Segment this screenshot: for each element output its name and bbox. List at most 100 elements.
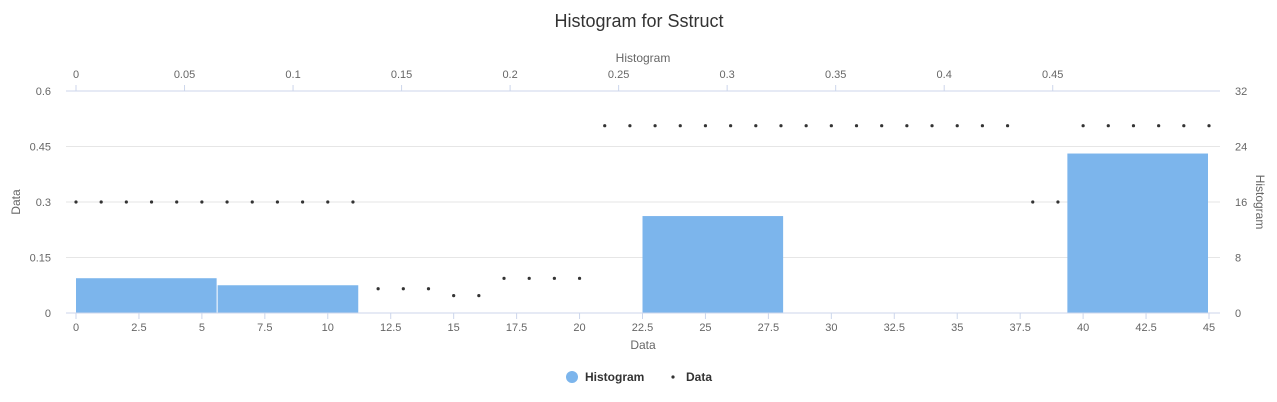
bottom-x-tick-label: 7.5 (257, 322, 272, 334)
data-point[interactable] (905, 124, 909, 128)
data-point[interactable] (603, 124, 607, 128)
left-y-tick-label: 0 (45, 308, 51, 320)
top-x-tick-label: 0.4 (937, 69, 952, 81)
left-y-tick-label: 0.15 (30, 253, 51, 265)
bottom-x-tick-label: 37.5 (1009, 322, 1030, 334)
data-point[interactable] (1157, 124, 1161, 128)
data-point[interactable] (200, 200, 204, 204)
top-x-tick-label: 0.15 (391, 69, 412, 81)
top-x-tick-label: 0.05 (174, 69, 195, 81)
top-x-tick-label: 0.2 (502, 69, 517, 81)
data-point[interactable] (250, 200, 254, 204)
top-x-tick-label: 0.35 (825, 69, 846, 81)
data-point[interactable] (452, 294, 456, 298)
data-point[interactable] (1081, 124, 1085, 128)
data-point[interactable] (779, 124, 783, 128)
legend: Histogram Data (566, 370, 712, 384)
data-point[interactable] (351, 200, 355, 204)
data-point[interactable] (326, 200, 330, 204)
data-point[interactable] (628, 124, 632, 128)
top-x-tick-label: 0 (73, 69, 79, 81)
data-point[interactable] (426, 287, 431, 291)
data-point[interactable] (401, 287, 405, 291)
right-y-axis-title: Histogram (1253, 175, 1267, 230)
data-point[interactable] (99, 200, 103, 204)
bottom-x-tick-label: 20 (573, 322, 585, 334)
data-point[interactable] (376, 287, 380, 291)
bottom-x-tick-label: 15 (448, 322, 460, 334)
histogram-bars (76, 153, 1208, 313)
bottom-x-axis-title: Data (630, 338, 656, 352)
right-y-tick-label: 8 (1235, 253, 1241, 265)
data-point[interactable] (1182, 124, 1186, 128)
data-points (74, 124, 1211, 298)
data-point[interactable] (552, 276, 556, 280)
data-point[interactable] (678, 124, 682, 128)
left-y-tick-label: 0.45 (30, 142, 51, 154)
data-point[interactable] (1207, 124, 1211, 128)
data-point[interactable] (804, 124, 808, 128)
top-x-tick-label: 0.45 (1042, 69, 1063, 81)
data-point[interactable] (1031, 200, 1035, 204)
data-point[interactable] (1005, 124, 1010, 128)
data-point[interactable] (527, 276, 531, 280)
data-point[interactable] (1106, 124, 1110, 128)
data-point[interactable] (149, 200, 154, 204)
right-y-tick-label: 16 (1235, 197, 1247, 209)
data-point[interactable] (703, 124, 708, 128)
data-point[interactable] (854, 124, 859, 128)
bottom-x-tick-label: 5 (199, 322, 205, 334)
legend-histogram-label: Histogram (585, 370, 644, 384)
bottom-x-ticks: 0 2.5 5 7.5 10 12.5 15 17.5 20 22.5 25 27.5 30 32.5 35… (73, 313, 1215, 334)
top-x-axis-title: Histogram (616, 51, 671, 65)
data-point[interactable] (225, 200, 229, 204)
data-point[interactable] (1131, 124, 1136, 128)
top-x-ticks: 0 0.05 0.1 0.15 0.2 0.25 0.3 0.35 0.4 0.45 (73, 69, 1063, 91)
data-point[interactable] (275, 200, 280, 204)
histogram-bar[interactable] (642, 216, 784, 313)
data-point[interactable] (955, 124, 959, 128)
axes: 0 2.5 5 7.5 10 12.5 15 17.5 20 22.5 25 27.5 30 32.5 35… (30, 69, 1248, 334)
data-point[interactable] (930, 124, 934, 128)
bottom-x-tick-label: 42.5 (1135, 322, 1156, 334)
bottom-x-tick-label: 22.5 (632, 322, 653, 334)
legend-item-histogram[interactable]: Histogram (566, 370, 644, 384)
legend-item-data[interactable]: Data (671, 370, 712, 384)
top-x-tick-label: 0.3 (720, 69, 735, 81)
legend-data-marker (671, 375, 675, 379)
data-point[interactable] (980, 124, 985, 128)
right-y-tick-label: 0 (1235, 308, 1241, 320)
left-y-ticks: 0 0.15 0.3 0.45 0.6 (30, 86, 51, 320)
data-point[interactable] (502, 276, 506, 280)
left-y-axis-title: Data (9, 189, 23, 215)
right-y-tick-label: 24 (1235, 142, 1247, 154)
bottom-x-tick-label: 0 (73, 322, 79, 334)
data-point[interactable] (175, 200, 179, 204)
data-point[interactable] (1056, 200, 1060, 204)
data-point[interactable] (577, 276, 582, 280)
data-point[interactable] (74, 200, 78, 204)
bottom-x-tick-label: 35 (951, 322, 963, 334)
bottom-x-tick-label: 27.5 (758, 322, 779, 334)
data-point[interactable] (477, 294, 481, 298)
bottom-x-tick-label: 32.5 (884, 322, 905, 334)
bottom-x-tick-label: 10 (322, 322, 334, 334)
bottom-x-tick-label: 17.5 (506, 322, 527, 334)
data-point[interactable] (880, 124, 884, 128)
bottom-x-tick-label: 2.5 (131, 322, 146, 334)
data-point[interactable] (829, 124, 833, 128)
data-point[interactable] (754, 124, 758, 128)
histogram-bar[interactable] (217, 285, 359, 313)
data-point[interactable] (124, 200, 128, 204)
data-point[interactable] (729, 124, 733, 128)
data-point[interactable] (653, 124, 657, 128)
data-point[interactable] (301, 200, 305, 204)
right-y-ticks: 0 8 16 24 32 (1235, 86, 1247, 320)
top-x-tick-label: 0.1 (285, 69, 300, 81)
bottom-x-tick-label: 12.5 (380, 322, 401, 334)
histogram-bar[interactable] (1067, 153, 1208, 313)
bottom-x-tick-label: 30 (825, 322, 837, 334)
top-x-tick-label: 0.25 (608, 69, 629, 81)
histogram-bar[interactable] (76, 278, 217, 313)
